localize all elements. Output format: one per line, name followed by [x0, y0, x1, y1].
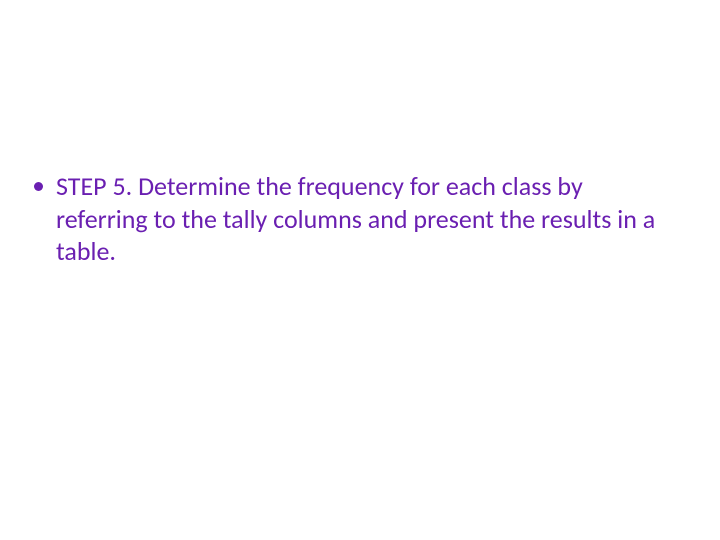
bullet-list: STEP 5. Determine the frequency for each…: [30, 170, 680, 268]
list-item: STEP 5. Determine the frequency for each…: [30, 170, 680, 268]
bullet-text: STEP 5. Determine the frequency for each…: [56, 170, 655, 267]
slide-body: STEP 5. Determine the frequency for each…: [30, 170, 680, 268]
slide: STEP 5. Determine the frequency for each…: [0, 0, 720, 540]
